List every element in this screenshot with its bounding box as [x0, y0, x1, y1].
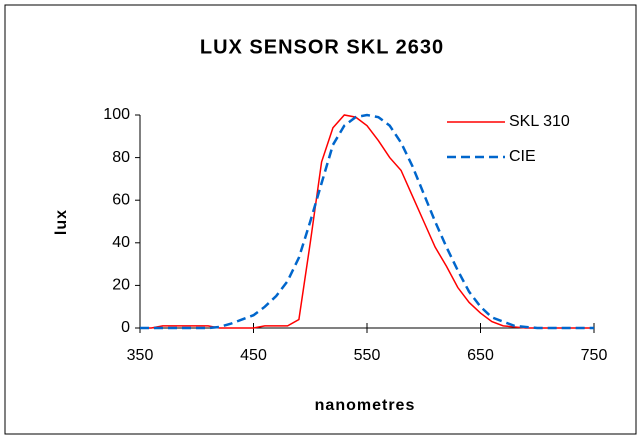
legend-label: CIE	[509, 148, 536, 165]
y-axis-title: lux	[53, 209, 70, 235]
y-tick-label: 0	[121, 319, 130, 336]
y-tick-label: 20	[112, 277, 130, 294]
x-tick-label: 650	[467, 347, 494, 364]
y-tick-label: 80	[112, 149, 130, 166]
series-line	[140, 113, 594, 330]
chart-title: LUX SENSOR SKL 2630	[200, 36, 444, 58]
x-tick-label: 750	[581, 347, 608, 364]
x-axis-title: nanometres	[315, 397, 416, 414]
y-tick-label: 60	[112, 191, 130, 208]
x-tick-label: 550	[354, 347, 381, 364]
x-tick-label: 450	[240, 347, 267, 364]
y-tick-label: 100	[103, 106, 130, 123]
chart-border	[4, 4, 637, 435]
legend-label: SKL 310	[509, 113, 570, 130]
x-tick-label: 350	[127, 347, 154, 364]
y-tick-label: 40	[112, 234, 130, 251]
